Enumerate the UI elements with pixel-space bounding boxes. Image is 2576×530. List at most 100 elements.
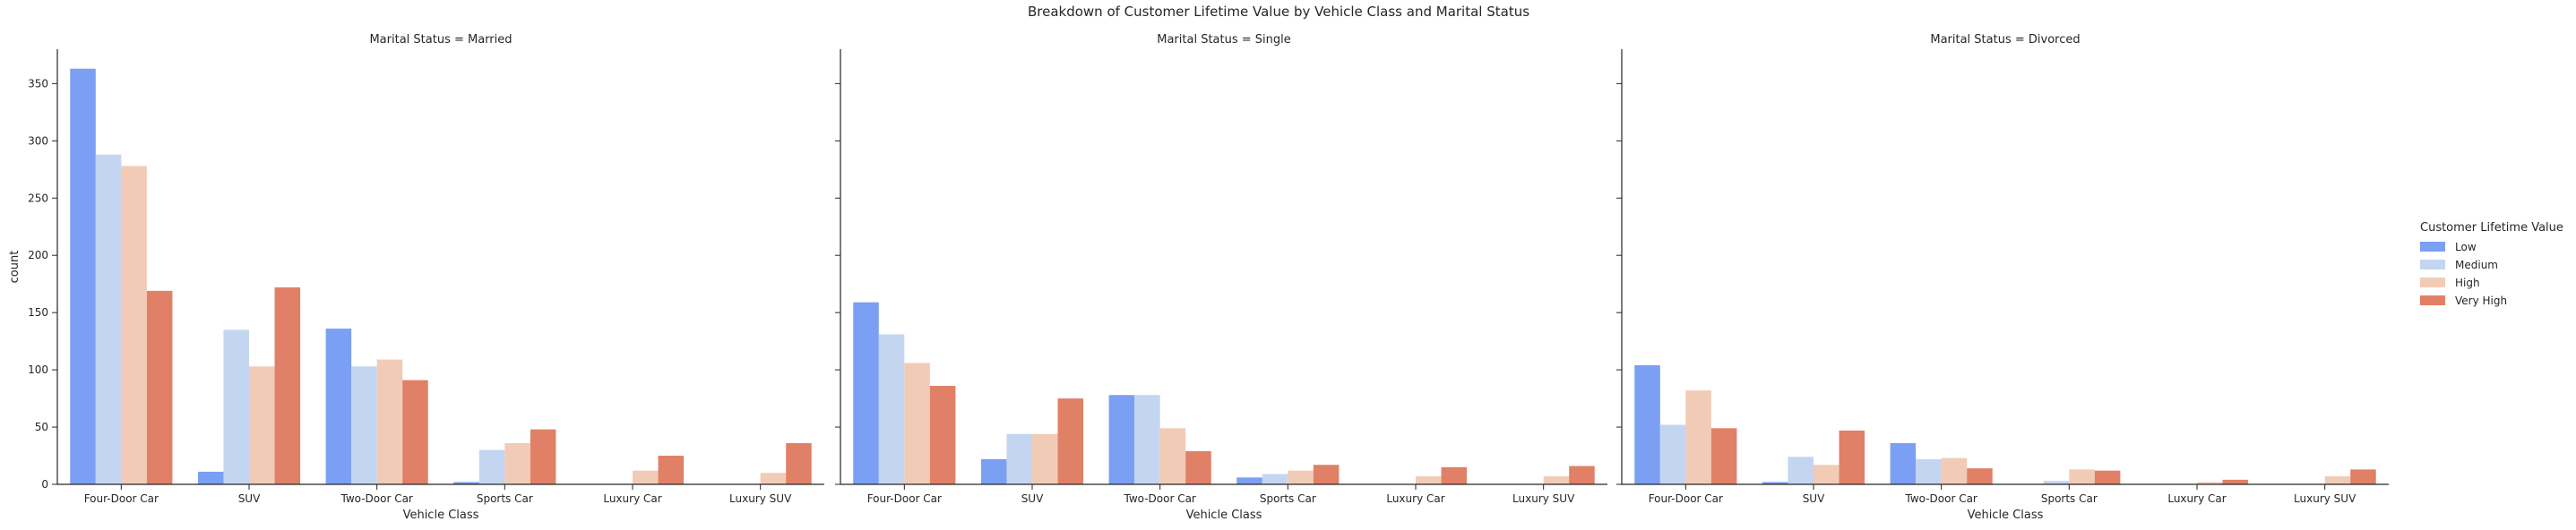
x-tick-label: Four-Door Car: [1649, 492, 1723, 505]
bar-very-high: [2350, 469, 2376, 484]
bar-very-high: [1057, 398, 1084, 484]
bar-high: [633, 470, 659, 484]
bar-high: [1814, 465, 1839, 484]
legend-label: High: [2455, 277, 2480, 289]
legend-swatch: [2420, 278, 2445, 287]
bar-low: [1108, 395, 1135, 484]
bar-high: [1416, 476, 1442, 484]
bar-very-high: [1441, 466, 1468, 484]
panel-title: Marital Status = Divorced: [1930, 33, 2080, 47]
bar-low: [980, 458, 1007, 484]
y-tick-label: 200: [28, 249, 48, 261]
chart-title: Breakdown of Customer Lifetime Value by …: [1028, 4, 1529, 20]
bar-high: [1543, 476, 1570, 484]
bar-high: [904, 363, 930, 484]
x-axis-label: Vehicle Class: [1968, 509, 2044, 522]
bar-medium: [1659, 424, 1686, 484]
bar-very-high: [274, 287, 301, 484]
bar-high: [2197, 482, 2223, 484]
y-axis-label: count: [8, 251, 22, 284]
legend: Customer Lifetime Value Low Medium High Ver…: [2420, 221, 2563, 307]
bar-medium: [351, 366, 377, 484]
panel-title: Marital Status = Single: [1157, 33, 1291, 47]
y-tick-label: 50: [35, 421, 48, 433]
panel-3: Marital Status = Divorced Four-Door Car SU…: [1616, 33, 2389, 522]
x-tick-label: Luxury SUV: [2294, 492, 2356, 505]
y-tick-label: 250: [28, 192, 48, 204]
bar-high: [504, 442, 530, 484]
bar-high: [2069, 469, 2095, 484]
legend-swatch: [2420, 295, 2445, 305]
bar-low: [325, 329, 352, 484]
x-axis-label: Vehicle Class: [403, 509, 479, 522]
x-tick-label: Luxury Car: [603, 492, 661, 505]
panel-title: Marital Status = Married: [369, 33, 512, 47]
bar-low: [70, 68, 96, 485]
x-tick-label: Sports Car: [1260, 492, 1316, 505]
x-tick-label: Two-Door Car: [1904, 492, 1977, 505]
bar-high: [121, 166, 147, 484]
bar-very-high: [1569, 466, 1595, 484]
bar-medium: [223, 329, 249, 484]
bar-high: [376, 359, 403, 484]
bar-medium: [478, 449, 505, 484]
bar-high: [1288, 470, 1314, 484]
legend-title: Customer Lifetime Value: [2420, 221, 2563, 235]
bar-very-high: [2094, 470, 2121, 484]
panels: Marital Status = Married 0 50 100 150 200 250 3…: [8, 33, 2389, 522]
x-tick-label: SUV: [238, 492, 261, 505]
bar-very-high: [1967, 468, 1993, 484]
bar-low: [453, 482, 479, 484]
bar-medium: [95, 154, 122, 485]
bar-high: [1159, 428, 1186, 484]
bar-very-high: [1185, 450, 1211, 484]
bar-high: [1032, 433, 1058, 484]
bar-medium: [1788, 457, 1814, 484]
x-tick-label: Two-Door Car: [340, 492, 412, 505]
x-tick-label: Luxury SUV: [1512, 492, 1575, 505]
x-axis-label: Vehicle Class: [1186, 509, 1262, 522]
bar-high: [1685, 390, 1711, 484]
bar-very-high: [146, 290, 173, 484]
x-tick-label: Luxury SUV: [729, 492, 792, 505]
bar-medium: [2043, 481, 2070, 484]
bar-low: [197, 471, 224, 484]
bar-high: [760, 473, 787, 484]
legend-swatch: [2420, 242, 2445, 252]
panel-1: Marital Status = Married 0 50 100 150 200 250 3…: [28, 33, 824, 522]
bar-very-high: [1313, 465, 1340, 484]
x-tick-label: Luxury Car: [2167, 492, 2226, 505]
x-tick-label: SUV: [1803, 492, 1825, 505]
bar-very-high: [2222, 479, 2249, 484]
bar-medium: [1916, 458, 1942, 484]
bar-medium: [1006, 433, 1032, 484]
bar-very-high: [402, 380, 428, 484]
panel-2: Marital Status = Single Four-Door Car SUV T…: [835, 33, 1607, 522]
bar-low: [1634, 364, 1660, 484]
bar-very-high: [530, 429, 556, 484]
y-tick-label: 150: [28, 306, 48, 319]
legend-label: Very High: [2455, 295, 2507, 307]
x-tick-label: Sports Car: [477, 492, 533, 505]
x-tick-label: Sports Car: [2041, 492, 2098, 505]
bar-medium: [878, 334, 905, 484]
bar-low: [1236, 477, 1262, 484]
x-tick-label: Four-Door Car: [867, 492, 942, 505]
bar-high: [2324, 476, 2351, 484]
x-tick-label: Four-Door Car: [84, 492, 159, 505]
bar-high: [249, 366, 275, 484]
bar-low: [1890, 442, 1917, 484]
bar-medium: [1134, 395, 1160, 484]
bar-very-high: [929, 386, 956, 484]
x-tick-label: Luxury Car: [1386, 492, 1444, 505]
x-tick-label: Two-Door Car: [1123, 492, 1195, 505]
bar-very-high: [1710, 428, 1737, 484]
bar-medium: [1262, 474, 1288, 484]
bar-very-high: [786, 442, 812, 484]
y-tick-label: 0: [41, 478, 48, 491]
x-tick-label: SUV: [1021, 492, 1044, 505]
bar-low: [853, 302, 879, 484]
bar-very-high: [658, 456, 685, 484]
y-tick-label: 350: [28, 77, 48, 90]
